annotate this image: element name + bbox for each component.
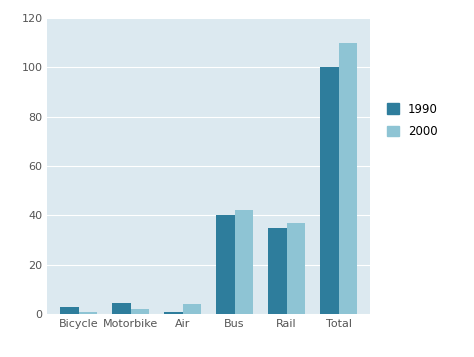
Bar xyxy=(60,307,79,314)
Bar xyxy=(79,312,97,314)
Bar xyxy=(268,228,287,314)
Bar xyxy=(287,223,305,314)
Bar xyxy=(338,42,357,314)
Bar xyxy=(235,211,253,314)
Bar xyxy=(182,304,201,314)
Bar xyxy=(320,67,338,314)
Bar xyxy=(130,309,149,314)
Bar xyxy=(164,312,182,314)
Bar xyxy=(112,303,130,314)
Bar xyxy=(216,215,235,314)
Legend: 1990, 2000: 1990, 2000 xyxy=(382,98,443,143)
